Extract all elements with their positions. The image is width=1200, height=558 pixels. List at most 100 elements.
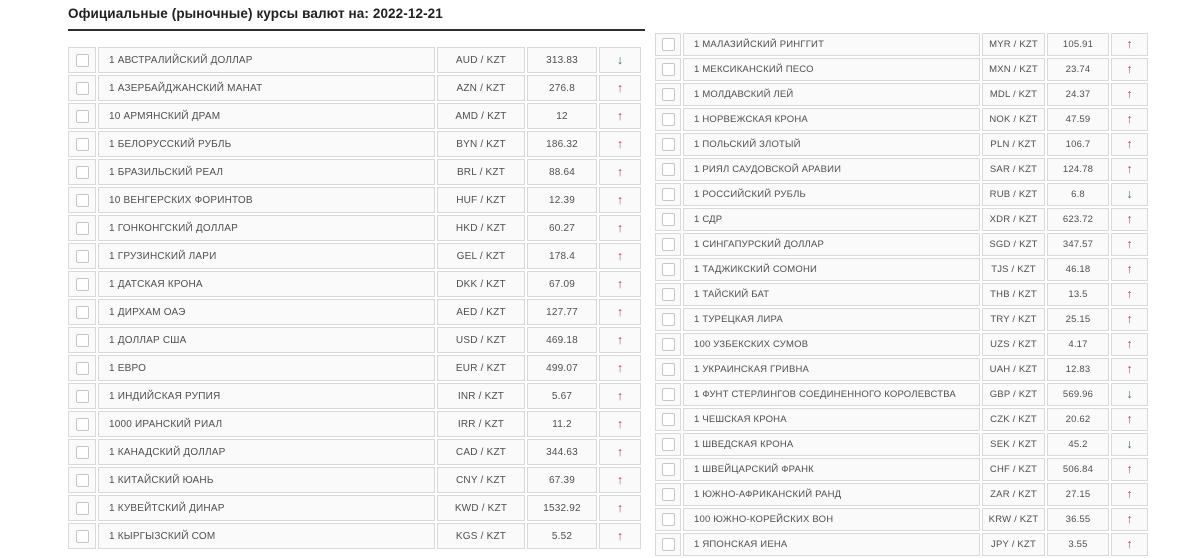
row-checkbox[interactable] — [75, 81, 89, 95]
trend-cell: ↑ — [1111, 258, 1148, 281]
rates-table-right-body: 1 МАЛАЗИЙСКИЙ РИНГГИТ MYR / KZT 105.91 ↑… — [655, 33, 1148, 556]
trend-cell: ↑ — [599, 467, 641, 493]
currency-pair: GBP / KZT — [982, 383, 1045, 406]
row-checkbox[interactable] — [75, 249, 89, 263]
currency-pair: BRL / KZT — [437, 159, 525, 185]
row-checkbox[interactable] — [75, 53, 89, 67]
trend-up-icon: ↑ — [616, 108, 624, 123]
row-checkbox[interactable] — [661, 113, 675, 126]
rate-row: 1 ЕВРО EUR / KZT 499.07 ↑ — [68, 355, 641, 381]
checkbox-cell — [655, 108, 681, 131]
row-checkbox[interactable] — [661, 488, 675, 501]
checkbox-cell — [655, 458, 681, 481]
rate-value: 186.32 — [527, 131, 597, 157]
rate-value: 45.2 — [1047, 433, 1109, 456]
rate-value: 105.91 — [1047, 33, 1109, 56]
row-checkbox[interactable] — [75, 305, 89, 319]
row-checkbox[interactable] — [75, 361, 89, 375]
row-checkbox[interactable] — [661, 263, 675, 276]
checkbox-cell — [68, 327, 96, 353]
rate-value: 127.77 — [527, 299, 597, 325]
trend-up-icon: ↑ — [1126, 412, 1133, 426]
trend-cell: ↓ — [1111, 183, 1148, 206]
checkbox-cell — [655, 208, 681, 231]
row-checkbox[interactable] — [661, 63, 675, 76]
trend-cell: ↑ — [1111, 408, 1148, 431]
trend-cell: ↑ — [599, 131, 641, 157]
row-checkbox[interactable] — [75, 529, 89, 543]
currency-pair: MDL / KZT — [982, 83, 1045, 106]
row-checkbox[interactable] — [75, 389, 89, 403]
rate-value: 313.83 — [527, 47, 597, 73]
row-checkbox[interactable] — [661, 38, 675, 51]
rate-row: 1 БРАЗИЛЬСКИЙ РЕАЛ BRL / KZT 88.64 ↑ — [68, 159, 641, 185]
rate-value: 124.78 — [1047, 158, 1109, 181]
rate-value: 67.39 — [527, 467, 597, 493]
rate-row: 100 ЮЖНО-КОРЕЙСКИХ ВОН KRW / KZT 36.55 ↑ — [655, 508, 1148, 531]
currency-pair: SEK / KZT — [982, 433, 1045, 456]
currency-name: 1 МЕКСИКАНСКИЙ ПЕСО — [683, 58, 980, 81]
row-checkbox[interactable] — [661, 438, 675, 451]
trend-cell: ↑ — [1111, 333, 1148, 356]
row-checkbox[interactable] — [75, 137, 89, 151]
trend-up-icon: ↑ — [1126, 337, 1133, 351]
row-checkbox[interactable] — [661, 363, 675, 376]
row-checkbox[interactable] — [661, 313, 675, 326]
row-checkbox[interactable] — [75, 193, 89, 207]
rate-row: 1 БЕЛОРУССКИЙ РУБЛЬ BYN / KZT 186.32 ↑ — [68, 131, 641, 157]
trend-down-icon: ↓ — [1126, 437, 1133, 451]
currency-name: 1 ШВЕЙЦАРСКИЙ ФРАНК — [683, 458, 980, 481]
trend-cell: ↑ — [1111, 308, 1148, 331]
currency-name: 1 ТАДЖИКСКИЙ СОМОНИ — [683, 258, 980, 281]
currency-name: 1 МАЛАЗИЙСКИЙ РИНГГИТ — [683, 33, 980, 56]
rate-value: 623.72 — [1047, 208, 1109, 231]
currency-pair: CHF / KZT — [982, 458, 1045, 481]
rate-row: 1 МАЛАЗИЙСКИЙ РИНГГИТ MYR / KZT 105.91 ↑ — [655, 33, 1148, 56]
row-checkbox[interactable] — [75, 445, 89, 459]
rate-row: 1 ДОЛЛАР США USD / KZT 469.18 ↑ — [68, 327, 641, 353]
trend-cell: ↑ — [599, 355, 641, 381]
row-checkbox[interactable] — [75, 501, 89, 515]
row-checkbox[interactable] — [661, 338, 675, 351]
trend-up-icon: ↑ — [1126, 362, 1133, 376]
row-checkbox[interactable] — [75, 417, 89, 431]
trend-up-icon: ↑ — [616, 500, 624, 515]
trend-cell: ↑ — [599, 103, 641, 129]
row-checkbox[interactable] — [75, 221, 89, 235]
row-checkbox[interactable] — [75, 165, 89, 179]
row-checkbox[interactable] — [661, 513, 675, 526]
trend-cell: ↑ — [1111, 458, 1148, 481]
trend-up-icon: ↑ — [616, 388, 624, 403]
row-checkbox[interactable] — [75, 109, 89, 123]
row-checkbox[interactable] — [661, 388, 675, 401]
row-checkbox[interactable] — [661, 188, 675, 201]
rate-row: 1 ЯПОНСКАЯ ИЕНА JPY / KZT 3.55 ↑ — [655, 533, 1148, 556]
row-checkbox[interactable] — [75, 333, 89, 347]
rate-value: 106.7 — [1047, 133, 1109, 156]
row-checkbox[interactable] — [661, 88, 675, 101]
row-checkbox[interactable] — [661, 538, 675, 551]
rate-row: 1 ШВЕЙЦАРСКИЙ ФРАНК CHF / KZT 506.84 ↑ — [655, 458, 1148, 481]
rate-row: 10 ВЕНГЕРСКИХ ФОРИНТОВ HUF / KZT 12.39 ↑ — [68, 187, 641, 213]
row-checkbox[interactable] — [661, 213, 675, 226]
trend-up-icon: ↑ — [616, 276, 624, 291]
row-checkbox[interactable] — [75, 277, 89, 291]
row-checkbox[interactable] — [661, 463, 675, 476]
currency-name: 1 ФУНТ СТЕРЛИНГОВ СОЕДИНЕННОГО КОРОЛЕВСТ… — [683, 383, 980, 406]
currency-name: 100 ЮЖНО-КОРЕЙСКИХ ВОН — [683, 508, 980, 531]
checkbox-cell — [655, 508, 681, 531]
row-checkbox[interactable] — [661, 163, 675, 176]
currency-name: 1 ПОЛЬСКИЙ ЗЛОТЫЙ — [683, 133, 980, 156]
row-checkbox[interactable] — [661, 288, 675, 301]
row-checkbox[interactable] — [661, 238, 675, 251]
trend-up-icon: ↑ — [616, 80, 624, 95]
row-checkbox[interactable] — [661, 138, 675, 151]
trend-cell: ↑ — [599, 383, 641, 409]
row-checkbox[interactable] — [661, 413, 675, 426]
trend-up-icon: ↑ — [1126, 487, 1133, 501]
currency-pair: RUB / KZT — [982, 183, 1045, 206]
trend-up-icon: ↑ — [616, 416, 624, 431]
rate-row: 1 РОССИЙСКИЙ РУБЛЬ RUB / KZT 6.8 ↓ — [655, 183, 1148, 206]
row-checkbox[interactable] — [75, 473, 89, 487]
trend-cell: ↑ — [1111, 358, 1148, 381]
